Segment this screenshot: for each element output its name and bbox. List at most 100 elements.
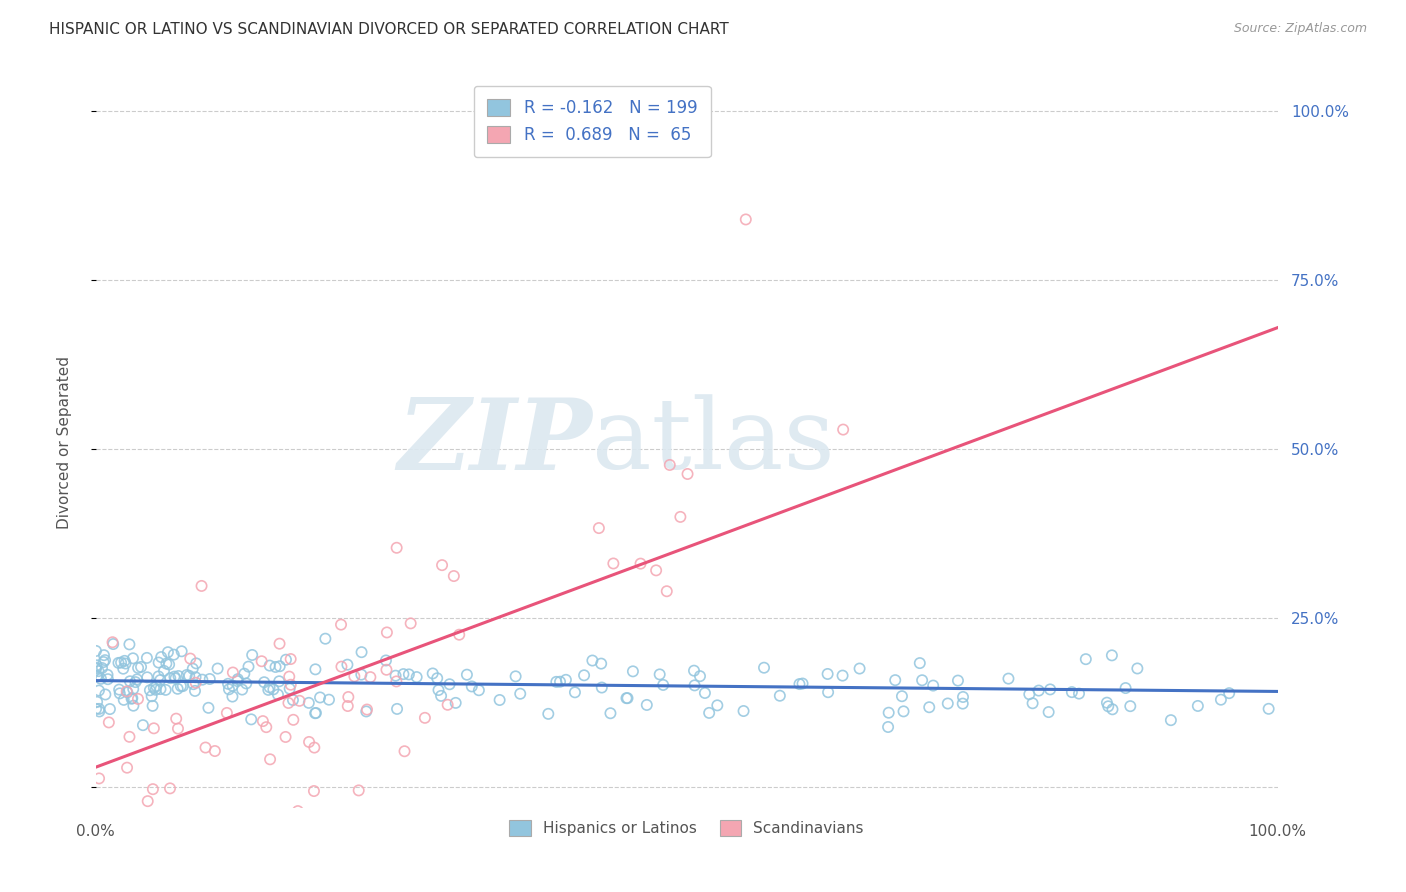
Point xyxy=(733,704,755,718)
Point xyxy=(305,706,328,720)
Point xyxy=(461,680,484,694)
Point xyxy=(1074,652,1097,666)
Point xyxy=(150,650,173,665)
Point xyxy=(752,661,775,675)
Point xyxy=(630,557,652,571)
Point xyxy=(456,667,478,681)
Point xyxy=(163,648,186,662)
Point xyxy=(350,667,373,681)
Point xyxy=(156,645,179,659)
Point xyxy=(621,665,644,679)
Point xyxy=(181,662,204,676)
Point xyxy=(831,668,853,682)
Point xyxy=(93,655,115,669)
Point xyxy=(108,682,131,697)
Point xyxy=(1160,713,1182,727)
Point xyxy=(426,671,449,685)
Point xyxy=(468,683,491,698)
Point xyxy=(165,712,187,726)
Point xyxy=(1028,683,1050,698)
Point xyxy=(318,692,340,706)
Point xyxy=(734,212,756,227)
Point xyxy=(129,660,152,674)
Point xyxy=(115,761,138,775)
Point xyxy=(337,690,360,704)
Point xyxy=(554,673,576,687)
Point xyxy=(190,579,212,593)
Point xyxy=(689,669,711,683)
Point xyxy=(375,625,398,640)
Y-axis label: Divorced or Separated: Divorced or Separated xyxy=(58,356,72,529)
Point xyxy=(257,682,280,697)
Point xyxy=(112,662,135,676)
Point xyxy=(155,682,177,697)
Point xyxy=(103,637,125,651)
Point xyxy=(221,679,243,693)
Point xyxy=(648,667,671,681)
Point xyxy=(142,722,165,736)
Point xyxy=(253,675,276,690)
Point xyxy=(330,659,353,673)
Point xyxy=(564,685,586,699)
Point xyxy=(197,701,219,715)
Point xyxy=(288,694,311,708)
Point xyxy=(302,784,325,798)
Point xyxy=(697,706,720,720)
Point xyxy=(264,660,287,674)
Point xyxy=(112,693,135,707)
Point xyxy=(86,669,108,683)
Point xyxy=(877,706,900,720)
Point xyxy=(89,702,111,716)
Point xyxy=(1038,705,1060,719)
Point xyxy=(1101,702,1123,716)
Point xyxy=(1126,661,1149,675)
Point xyxy=(1060,685,1083,699)
Point xyxy=(179,669,201,683)
Point xyxy=(148,669,170,683)
Point xyxy=(252,714,274,728)
Point xyxy=(86,658,108,673)
Point xyxy=(616,691,638,706)
Point xyxy=(127,692,149,706)
Point xyxy=(183,677,205,691)
Point xyxy=(97,672,120,686)
Point xyxy=(86,669,108,683)
Point xyxy=(384,668,406,682)
Point xyxy=(893,705,915,719)
Point xyxy=(204,744,226,758)
Point xyxy=(669,509,692,524)
Point xyxy=(118,730,141,744)
Point xyxy=(142,681,165,695)
Point xyxy=(165,672,187,686)
Point xyxy=(184,684,207,698)
Point xyxy=(789,677,811,691)
Point xyxy=(84,661,107,675)
Point xyxy=(385,674,408,689)
Point xyxy=(148,656,170,670)
Point xyxy=(145,679,167,693)
Point xyxy=(769,689,792,703)
Point xyxy=(108,686,131,700)
Point xyxy=(439,677,461,691)
Point xyxy=(184,675,207,690)
Point xyxy=(231,682,253,697)
Point xyxy=(443,569,465,583)
Point xyxy=(693,686,716,700)
Point xyxy=(221,690,243,704)
Point xyxy=(207,662,229,676)
Point xyxy=(136,794,159,808)
Point xyxy=(399,616,422,631)
Point xyxy=(142,782,165,797)
Point xyxy=(145,682,167,697)
Point xyxy=(191,673,214,687)
Point xyxy=(588,521,610,535)
Point xyxy=(274,730,297,744)
Point xyxy=(122,698,145,713)
Point xyxy=(124,675,146,690)
Point xyxy=(918,700,941,714)
Point xyxy=(616,691,638,706)
Point xyxy=(118,674,141,689)
Point xyxy=(269,637,291,651)
Point xyxy=(636,698,658,712)
Point xyxy=(336,698,359,713)
